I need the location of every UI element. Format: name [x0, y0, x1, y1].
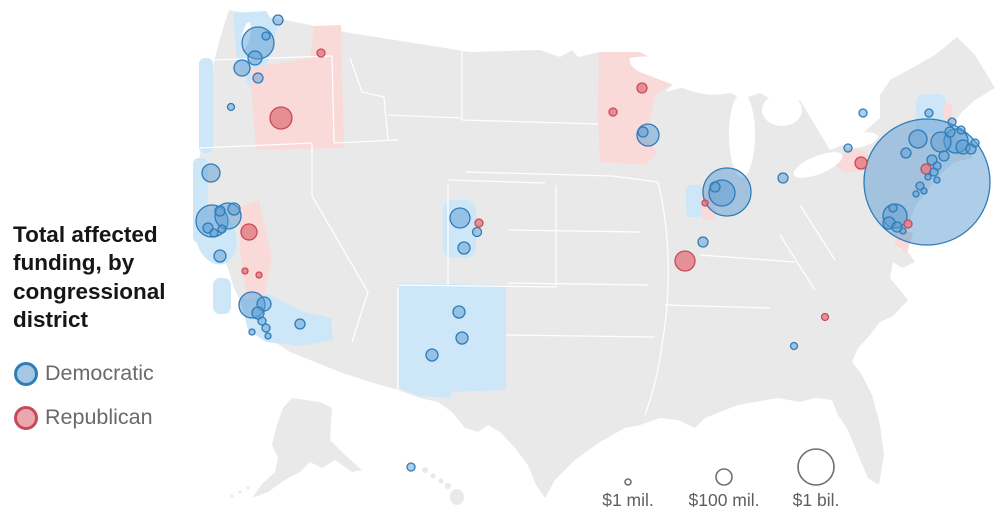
funding-bubble-democratic	[929, 167, 939, 177]
funding-bubble-democratic	[956, 125, 966, 135]
size-legend-circles	[624, 448, 835, 486]
shaded-district-democratic	[398, 283, 506, 398]
funding-bubble-republican	[636, 82, 648, 94]
chart-title: Total affected funding, by congressional…	[13, 222, 166, 333]
funding-bubble-democratic	[457, 241, 471, 255]
funding-bubble-democratic	[924, 108, 934, 118]
funding-bubble-democratic	[697, 236, 709, 248]
funding-bubble-republican	[674, 250, 696, 272]
funding-bubble-democratic	[777, 172, 789, 184]
funding-bubble-democratic	[908, 129, 928, 149]
funding-bubble-democratic	[944, 126, 956, 138]
funding-bubble-republican	[241, 267, 249, 275]
funding-bubble-democratic	[226, 102, 236, 112]
size-legend-label-100mil: $100 mil.	[688, 490, 760, 510]
funding-bubble-democratic	[217, 224, 227, 234]
funding-bubble-republican	[240, 223, 258, 241]
funding-bubble-democratic	[452, 305, 466, 319]
funding-bubble-democratic	[933, 176, 941, 184]
us-map-base	[196, 10, 995, 505]
funding-bubble-democratic	[233, 59, 251, 77]
funding-bubble-democratic	[843, 143, 853, 153]
funding-bubble-democratic	[261, 31, 271, 41]
lake-michigan	[729, 93, 755, 177]
funding-bubble-republican	[608, 107, 618, 117]
lake-ontario	[842, 132, 878, 148]
funding-bubble-republican	[854, 156, 868, 170]
funding-bubble-democratic	[924, 173, 932, 181]
funding-bubble-democratic	[912, 190, 920, 198]
funding-bubble-democratic	[471, 226, 483, 238]
funding-bubble-democratic	[425, 348, 439, 362]
aleutian-island	[230, 494, 234, 498]
funding-bubble-democratic	[294, 318, 306, 330]
funding-bubble-democratic	[900, 147, 912, 159]
legend-label-democratic: Democratic	[45, 361, 154, 385]
aleutian-island	[246, 486, 250, 490]
funding-bubble-democratic	[455, 331, 469, 345]
funding-bubble-democratic	[920, 187, 928, 195]
shaded-district-democratic	[213, 278, 231, 314]
funding-bubble-republican	[255, 271, 263, 279]
shaded-district-republican	[944, 103, 952, 120]
legend-label-republican: Republican	[45, 405, 153, 429]
democratic-circle-icon	[14, 361, 38, 386]
state-border-lines	[199, 48, 836, 416]
shaded-district-democratic	[686, 185, 703, 217]
funding-bubble-democratic	[858, 108, 868, 118]
funding-bubble-democratic	[227, 202, 241, 216]
legend-item-republican: Republican	[14, 405, 153, 430]
funding-bubble-democratic	[214, 205, 226, 217]
shaded-district-democratic	[199, 58, 213, 153]
funding-bubble-democratic	[891, 221, 903, 233]
size-legend-circle	[715, 468, 733, 486]
funding-bubble-democratic	[261, 323, 271, 333]
funding-bubble-democratic	[247, 50, 263, 66]
funding-bubble-democratic	[947, 117, 957, 127]
funding-bubble-republican	[820, 312, 830, 322]
hawaii-islands	[422, 467, 464, 505]
funding-bubble-democratic	[789, 341, 799, 351]
funding-bubble-republican	[903, 219, 913, 229]
funding-bubble-democratic	[201, 163, 221, 183]
lake-superior	[629, 56, 735, 95]
funding-bubble-democratic	[888, 203, 898, 213]
funding-bubble-democratic	[970, 138, 980, 148]
size-legend-circle	[624, 478, 632, 486]
funding-bubble-republican	[474, 218, 484, 228]
size-legend-circle	[797, 448, 835, 486]
shaded-district-republican	[598, 52, 682, 165]
funding-bubble-democratic	[938, 150, 950, 162]
aleutian-island	[238, 490, 242, 494]
funding-bubble-democratic	[637, 126, 649, 138]
us-mainland-shape	[196, 10, 995, 498]
lake-erie	[793, 152, 843, 178]
size-legend-label-1mil: $1 mil.	[602, 490, 654, 510]
funding-bubble-democratic	[899, 227, 907, 235]
funding-bubble-democratic	[209, 228, 219, 238]
funding-bubble-democratic	[213, 249, 227, 263]
funding-bubble-republican	[269, 106, 293, 130]
funding-bubble-republican	[316, 48, 326, 58]
alaska-shape	[252, 398, 362, 498]
funding-bubble-democratic	[272, 14, 284, 26]
lake-huron	[762, 94, 802, 126]
republican-circle-icon	[14, 405, 38, 430]
legend-item-democratic: Democratic	[14, 361, 154, 386]
funding-bubble-democratic	[264, 332, 272, 340]
funding-bubble-democratic	[709, 181, 721, 193]
funding-bubble-democratic	[406, 462, 416, 472]
funding-bubble-democratic	[248, 328, 256, 336]
funding-bubbles-layer	[195, 14, 991, 472]
funding-bubble-democratic	[252, 72, 264, 84]
funding-bubble-democratic	[257, 316, 267, 326]
funding-bubble-democratic	[449, 207, 471, 229]
size-legend-label-1bil: $1 bil.	[792, 490, 840, 510]
us-map-lakes-and-borders	[199, 22, 878, 416]
funding-bubble-republican	[701, 199, 709, 207]
